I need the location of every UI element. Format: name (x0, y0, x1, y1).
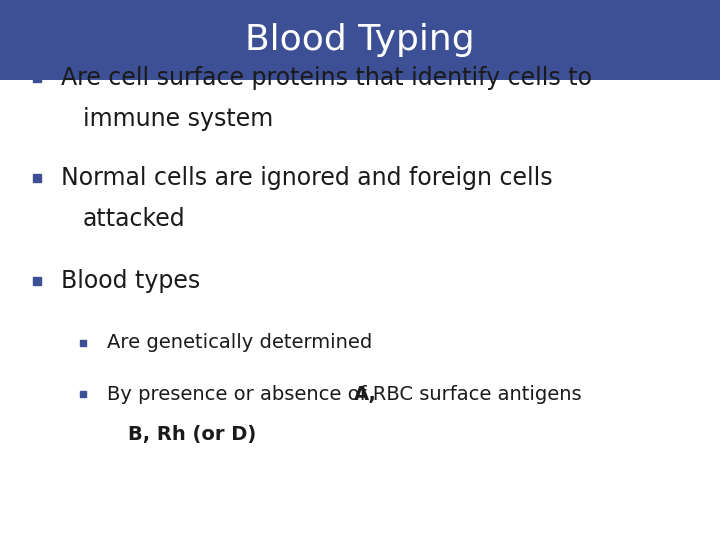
Text: Blood Typing: Blood Typing (246, 23, 474, 57)
Bar (0, 0, 720, 80)
Text: Are genetically determined: Are genetically determined (107, 333, 372, 353)
Text: Blood types: Blood types (61, 269, 200, 293)
Text: By presence or absence of RBC surface antigens: By presence or absence of RBC surface an… (107, 384, 588, 404)
Text: Are cell surface proteins that identify cells to: Are cell surface proteins that identify … (61, 66, 593, 90)
Text: Normal cells are ignored and foreign cells: Normal cells are ignored and foreign cel… (61, 166, 553, 190)
Text: immune system: immune system (83, 107, 273, 131)
Text: B, Rh (or D): B, Rh (or D) (128, 425, 256, 444)
Text: A,: A, (354, 384, 377, 404)
Text: attacked: attacked (83, 207, 186, 231)
